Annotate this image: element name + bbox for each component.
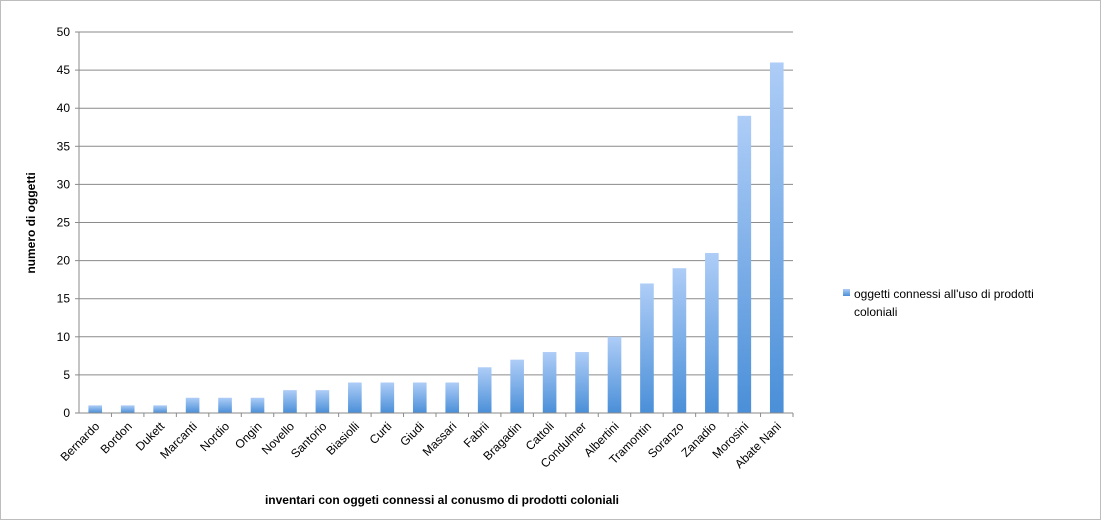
gridlines bbox=[75, 31, 793, 414]
bar-curti bbox=[380, 382, 395, 413]
y-tick-label: 15 bbox=[57, 292, 71, 306]
axes bbox=[78, 32, 794, 417]
bar-bordon bbox=[120, 405, 135, 413]
bar-tramontin bbox=[640, 283, 654, 413]
bar-zanadio bbox=[705, 252, 719, 413]
bars bbox=[88, 62, 784, 413]
y-tick-label: 20 bbox=[57, 254, 71, 268]
bar-biasiolli bbox=[348, 382, 362, 413]
y-tick-label: 40 bbox=[57, 101, 71, 115]
y-axis-title: numero di oggetti bbox=[24, 172, 38, 273]
x-tick-label: Santorio bbox=[288, 419, 330, 461]
x-tick-label: Giudi bbox=[397, 419, 427, 449]
y-tick-label: 35 bbox=[57, 139, 71, 153]
bar-ongin bbox=[250, 397, 265, 413]
bar-cattoli bbox=[542, 352, 557, 413]
bar-massari bbox=[445, 382, 460, 413]
y-tick-labels: 0 5 10 15 20 25 30 35 40 45 50 bbox=[57, 25, 71, 420]
y-tick-label: 50 bbox=[57, 25, 71, 39]
x-tick-label: Curti bbox=[367, 419, 395, 447]
y-tick-label: 45 bbox=[57, 63, 71, 77]
legend: oggetti connessi all'uso di prodotti col… bbox=[843, 287, 1034, 319]
bar-abate-nani bbox=[769, 62, 784, 413]
x-tick-label: Biasiolli bbox=[323, 419, 362, 458]
bar-novello bbox=[283, 390, 297, 413]
x-tick-label: Massari bbox=[420, 419, 460, 459]
legend-swatch bbox=[843, 289, 850, 296]
bar-condulmer bbox=[575, 352, 589, 413]
bar-bragadin bbox=[510, 359, 524, 413]
x-tick-label: Soranzo bbox=[645, 419, 687, 461]
y-tick-label: 30 bbox=[57, 177, 71, 191]
bar-santorio bbox=[315, 390, 330, 413]
bar-soranzo bbox=[672, 268, 687, 413]
bar-dukett bbox=[153, 405, 167, 413]
bar-morosini bbox=[737, 115, 752, 413]
bar-albertini bbox=[607, 336, 622, 413]
x-tick-label: Bernardo bbox=[58, 419, 103, 464]
y-tick-label: 10 bbox=[57, 330, 71, 344]
bar-giudi bbox=[412, 382, 427, 413]
y-tick-label: 25 bbox=[57, 216, 71, 230]
bar-nordio bbox=[218, 397, 232, 413]
legend-label-line-1: oggetti connessi all'uso di prodotti bbox=[854, 287, 1034, 301]
x-tick-label: Nordio bbox=[197, 419, 232, 454]
legend-label-line-2: coloniali bbox=[854, 305, 897, 319]
x-tick-label: Bordon bbox=[98, 419, 135, 456]
bar-bernardo bbox=[88, 405, 103, 413]
y-tick-label: 5 bbox=[63, 368, 70, 382]
bar-fabrii bbox=[477, 367, 492, 413]
x-axis-title: inventari con oggeti connessi al conusmo… bbox=[265, 493, 619, 507]
y-tick-label: 0 bbox=[63, 406, 70, 420]
bar-marcanti bbox=[185, 397, 200, 413]
